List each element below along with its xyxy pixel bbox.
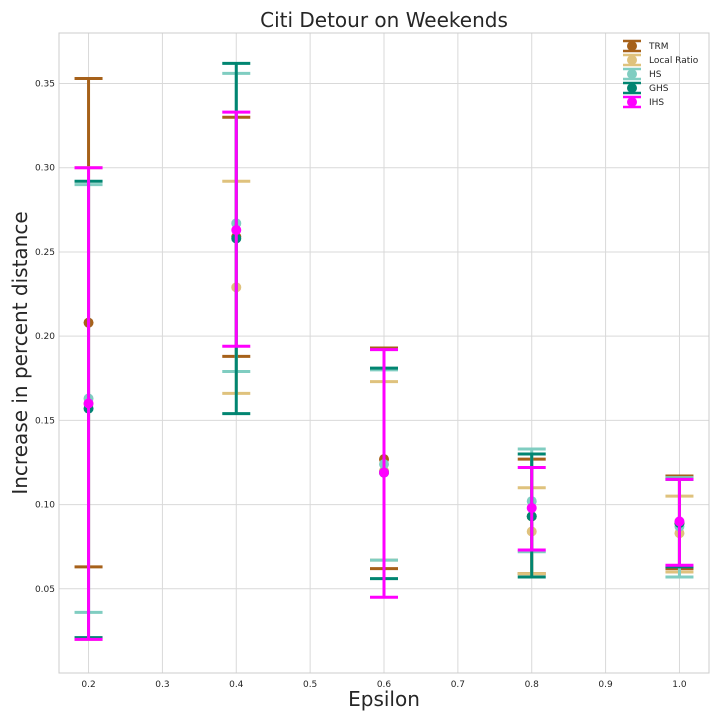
y-tick-labels: 0.05 0.10 0.15 0.20 0.25 0.30 0.35 bbox=[35, 80, 55, 595]
legend-marker bbox=[627, 41, 637, 51]
x-tick-label: 0.2 bbox=[81, 680, 95, 690]
legend-label: HS bbox=[649, 70, 662, 80]
legend: TRM Local Ratio HS GHS IHS bbox=[623, 39, 699, 109]
series-ihs bbox=[74, 110, 694, 641]
y-tick-label: 0.10 bbox=[35, 501, 55, 511]
legend-label: Local Ratio bbox=[649, 56, 699, 66]
legend-label: IHS bbox=[649, 98, 664, 108]
y-tick-label: 0.30 bbox=[35, 164, 55, 174]
legend-item: Local Ratio bbox=[623, 53, 699, 67]
x-tick-label: 0.8 bbox=[525, 680, 540, 690]
x-tick-labels: 0.2 0.3 0.4 0.5 0.6 0.7 0.8 0.9 1.0 bbox=[81, 680, 686, 690]
data-point bbox=[83, 398, 94, 409]
legend-item: GHS bbox=[623, 81, 669, 95]
legend-item: HS bbox=[623, 67, 662, 81]
data-point bbox=[674, 516, 685, 527]
y-tick-label: 0.15 bbox=[35, 416, 55, 426]
x-axis-title: Epsilon bbox=[348, 687, 420, 711]
x-tick-label: 1.0 bbox=[672, 680, 687, 690]
legend-marker bbox=[627, 69, 637, 79]
y-tick-label: 0.20 bbox=[35, 332, 55, 342]
data-point bbox=[231, 225, 242, 236]
legend-label: TRM bbox=[648, 42, 669, 52]
legend-label: GHS bbox=[649, 84, 669, 94]
legend-marker bbox=[627, 97, 637, 107]
data-point bbox=[526, 502, 537, 513]
x-tick-label: 0.7 bbox=[451, 680, 465, 690]
data-point bbox=[379, 467, 389, 478]
y-tick-label: 0.05 bbox=[35, 585, 55, 595]
legend-item: IHS bbox=[623, 95, 664, 109]
x-tick-label: 0.3 bbox=[155, 680, 169, 690]
legend-item: TRM bbox=[623, 39, 669, 53]
plot-frame bbox=[58, 32, 710, 674]
x-tick-label: 0.9 bbox=[598, 680, 613, 690]
y-tick-label: 0.35 bbox=[35, 80, 55, 90]
legend-marker bbox=[627, 55, 637, 65]
y-axis-title: Increase in percent distance bbox=[8, 211, 32, 494]
chart-title: Citi Detour on Weekends bbox=[260, 8, 508, 32]
series-layer bbox=[74, 61, 694, 641]
legend-marker bbox=[627, 83, 637, 93]
x-tick-label: 0.6 bbox=[377, 680, 392, 690]
x-tick-label: 0.5 bbox=[303, 680, 317, 690]
x-tick-label: 0.4 bbox=[229, 680, 244, 690]
y-tick-label: 0.25 bbox=[35, 248, 55, 258]
